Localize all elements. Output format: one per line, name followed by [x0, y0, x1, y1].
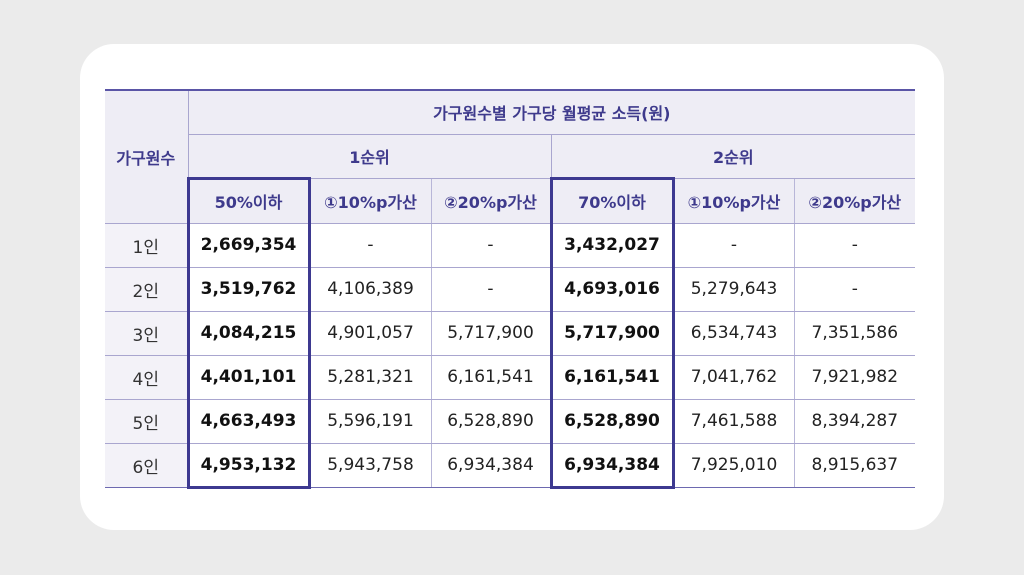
table-row: 6인 4,953,132 5,943,758 6,934,384 6,934,3… [105, 443, 916, 489]
row-label: 4인 [105, 355, 189, 400]
income-table: 가구원수 가구원수별 가구당 월평균 소득(원) 1순위 2순위 50%이하 ①… [105, 89, 916, 489]
row-label: 3인 [105, 311, 189, 356]
row-label: 1인 [105, 223, 189, 268]
table-cell: - [794, 267, 916, 312]
row-label: 6인 [105, 443, 189, 488]
table-cell: - [431, 267, 552, 312]
table-cell: 5,596,191 [309, 399, 432, 444]
row-label: 2인 [105, 267, 189, 312]
table-cell: 7,925,010 [673, 443, 795, 488]
table-title: 가구원수별 가구당 월평균 소득(원) [188, 89, 916, 135]
row-label: 5인 [105, 399, 189, 444]
table-row: 2인 3,519,762 4,106,389 - 4,693,016 5,279… [105, 267, 916, 312]
column-header: 50%이하 [186, 176, 311, 224]
column-header: ①10%p가산 [673, 178, 795, 224]
table-cell: 4,401,101 [186, 355, 311, 400]
table-cell: - [431, 223, 552, 268]
table-cell: 5,279,643 [673, 267, 795, 312]
table-cell: 6,161,541 [431, 355, 552, 400]
table-row: 4인 4,401,101 5,281,321 6,161,541 6,161,5… [105, 355, 916, 400]
table-cell: 3,432,027 [549, 223, 675, 268]
table-cell: 5,717,900 [549, 311, 675, 356]
column-header: ②20%p가산 [794, 178, 916, 224]
table-cell: 4,953,132 [186, 443, 311, 489]
group-rank-2: 2순위 [551, 134, 916, 179]
column-header: ①10%p가산 [309, 178, 432, 224]
table-cell: 7,351,586 [794, 311, 916, 356]
table-cell: 6,528,890 [431, 399, 552, 444]
table-cell: - [794, 223, 916, 268]
household-size-header: 가구원수 [105, 89, 189, 224]
table-cell: 6,534,743 [673, 311, 795, 356]
table-cell: - [673, 223, 795, 268]
table-cell: 7,461,588 [673, 399, 795, 444]
table-cell: 5,717,900 [431, 311, 552, 356]
table-cell: 4,901,057 [309, 311, 432, 356]
table-cell: 5,281,321 [309, 355, 432, 400]
table-cell: 6,528,890 [549, 399, 675, 444]
table-cell: 6,934,384 [431, 443, 552, 488]
table-cell: 4,084,215 [186, 311, 311, 356]
table-cell: - [309, 223, 432, 268]
column-header: 70%이하 [549, 176, 675, 224]
table-cell: 2,669,354 [186, 223, 311, 268]
table-cell: 8,394,287 [794, 399, 916, 444]
table-row: 1인 2,669,354 - - 3,432,027 - - [105, 223, 916, 268]
table-cell: 4,693,016 [549, 267, 675, 312]
table-cell: 6,161,541 [549, 355, 675, 400]
table-cell: 8,915,637 [794, 443, 916, 488]
column-header: ②20%p가산 [431, 178, 552, 224]
group-rank-1: 1순위 [188, 134, 552, 179]
table-row: 3인 4,084,215 4,901,057 5,717,900 5,717,9… [105, 311, 916, 356]
table-cell: 6,934,384 [549, 443, 675, 489]
table-cell: 7,041,762 [673, 355, 795, 400]
table-row: 5인 4,663,493 5,596,191 6,528,890 6,528,8… [105, 399, 916, 444]
table-cell: 5,943,758 [309, 443, 432, 488]
table-cell: 7,921,982 [794, 355, 916, 400]
table-cell: 4,106,389 [309, 267, 432, 312]
table-cell: 4,663,493 [186, 399, 311, 444]
table-cell: 3,519,762 [186, 267, 311, 312]
